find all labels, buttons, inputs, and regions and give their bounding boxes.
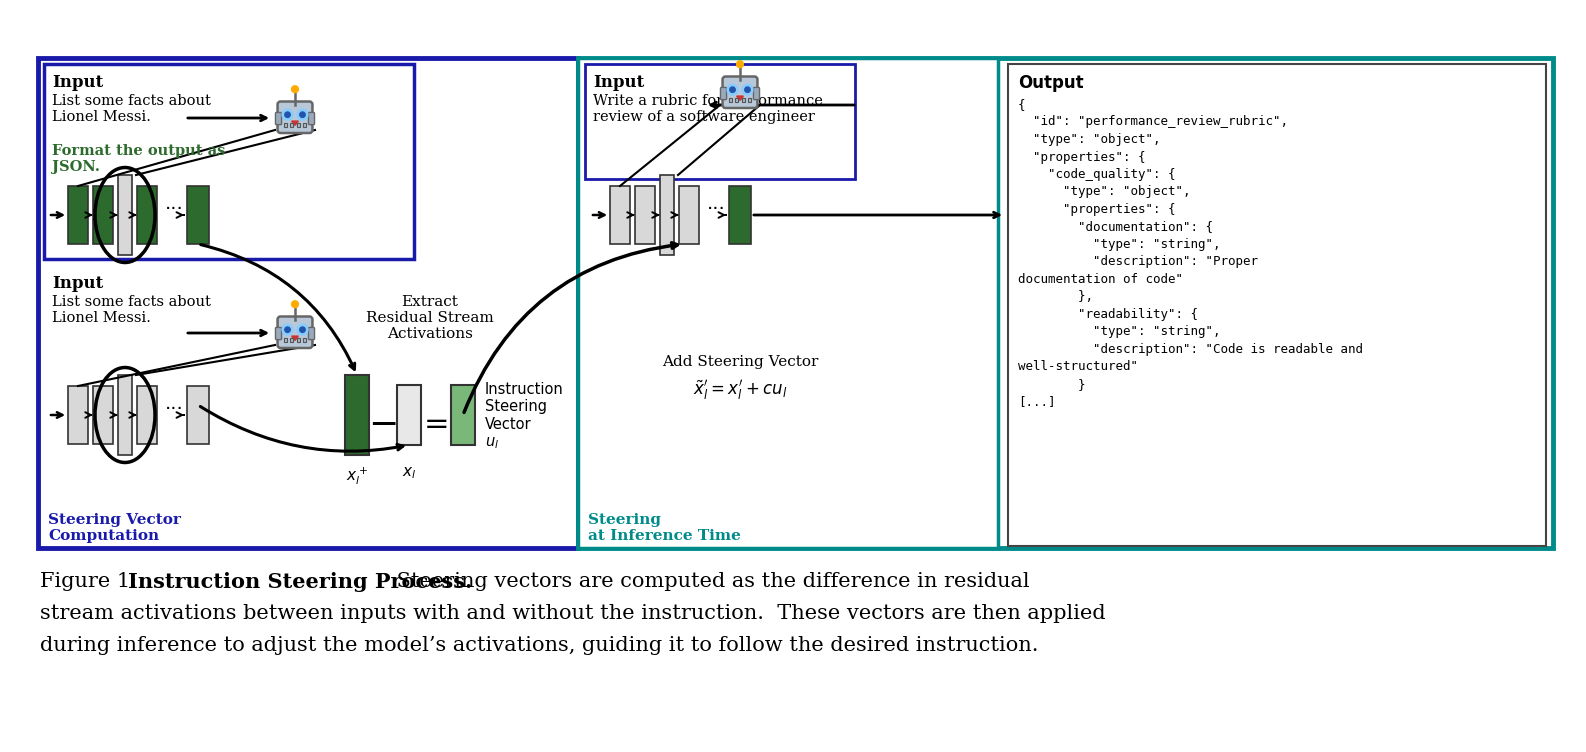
FancyBboxPatch shape <box>290 338 293 342</box>
FancyBboxPatch shape <box>450 385 474 445</box>
Circle shape <box>292 301 298 308</box>
FancyBboxPatch shape <box>730 99 731 102</box>
Text: List some facts about
Lionel Messi.: List some facts about Lionel Messi. <box>52 94 211 124</box>
Text: Figure 1:: Figure 1: <box>40 572 144 591</box>
Circle shape <box>745 87 750 92</box>
FancyBboxPatch shape <box>303 338 306 342</box>
FancyBboxPatch shape <box>297 123 300 127</box>
FancyBboxPatch shape <box>723 77 758 108</box>
FancyBboxPatch shape <box>94 186 113 244</box>
FancyBboxPatch shape <box>68 186 87 244</box>
Text: −: − <box>368 408 398 442</box>
Circle shape <box>726 84 737 96</box>
Text: Input: Input <box>52 275 103 292</box>
FancyBboxPatch shape <box>284 123 287 127</box>
FancyBboxPatch shape <box>1009 64 1546 546</box>
FancyBboxPatch shape <box>736 99 737 102</box>
Text: Steering Vector
Computation: Steering Vector Computation <box>48 513 181 543</box>
Text: =: = <box>423 411 450 439</box>
FancyBboxPatch shape <box>44 64 414 259</box>
FancyBboxPatch shape <box>753 87 760 99</box>
Text: {
  "id": "performance_review_rubric",
  "type": "object",
  "properties": {
   : { "id": "performance_review_rubric", "ty… <box>1018 98 1362 408</box>
Circle shape <box>282 324 293 335</box>
Text: Add Steering Vector: Add Steering Vector <box>661 355 818 369</box>
FancyBboxPatch shape <box>396 385 420 445</box>
Text: Input: Input <box>593 74 644 91</box>
Polygon shape <box>736 96 744 101</box>
Circle shape <box>282 109 293 120</box>
Circle shape <box>300 112 305 117</box>
FancyBboxPatch shape <box>611 186 630 244</box>
FancyBboxPatch shape <box>749 99 750 102</box>
Circle shape <box>297 109 308 120</box>
Text: ...: ... <box>165 394 184 413</box>
FancyBboxPatch shape <box>136 386 157 444</box>
Text: Steering
at Inference Time: Steering at Inference Time <box>588 513 741 543</box>
Text: Format the output as
JSON.: Format the output as JSON. <box>52 144 225 174</box>
Text: stream activations between inputs with and without the instruction.  These vecto: stream activations between inputs with a… <box>40 604 1105 623</box>
FancyBboxPatch shape <box>187 386 209 444</box>
Text: Write a rubric for performance
review of a software engineer: Write a rubric for performance review of… <box>593 94 823 124</box>
Circle shape <box>730 87 736 92</box>
Text: ...: ... <box>707 194 726 213</box>
FancyBboxPatch shape <box>94 386 113 444</box>
FancyBboxPatch shape <box>730 186 752 244</box>
Text: Extract
Residual Stream
Activations: Extract Residual Stream Activations <box>366 295 493 341</box>
FancyBboxPatch shape <box>38 58 577 548</box>
Circle shape <box>292 86 298 92</box>
Text: Instruction
Steering
Vector
$u_l$: Instruction Steering Vector $u_l$ <box>485 382 563 451</box>
Text: $\tilde{x}_l^{\prime} = x_l^{\prime} + cu_l$: $\tilde{x}_l^{\prime} = x_l^{\prime} + c… <box>693 378 787 402</box>
Circle shape <box>285 327 290 332</box>
FancyBboxPatch shape <box>720 87 726 99</box>
FancyBboxPatch shape <box>278 102 312 133</box>
FancyBboxPatch shape <box>577 58 1553 548</box>
Text: Instruction Steering Process.: Instruction Steering Process. <box>128 572 473 592</box>
FancyBboxPatch shape <box>660 175 674 255</box>
FancyBboxPatch shape <box>290 123 293 127</box>
FancyBboxPatch shape <box>297 338 300 342</box>
FancyBboxPatch shape <box>308 113 314 125</box>
Text: ...: ... <box>165 194 184 213</box>
Text: $x_l^+$: $x_l^+$ <box>346 465 368 487</box>
FancyBboxPatch shape <box>742 99 744 102</box>
FancyBboxPatch shape <box>136 186 157 244</box>
FancyBboxPatch shape <box>679 186 699 244</box>
Text: $x_l$: $x_l$ <box>401 465 416 481</box>
Text: List some facts about
Lionel Messi.: List some facts about Lionel Messi. <box>52 295 211 325</box>
FancyBboxPatch shape <box>284 338 287 342</box>
FancyBboxPatch shape <box>303 123 306 127</box>
Text: Input: Input <box>52 74 103 91</box>
Text: Output: Output <box>1018 74 1083 92</box>
FancyBboxPatch shape <box>634 186 655 244</box>
FancyBboxPatch shape <box>308 327 314 340</box>
FancyBboxPatch shape <box>187 186 209 244</box>
FancyBboxPatch shape <box>276 113 282 125</box>
Polygon shape <box>292 336 298 341</box>
FancyBboxPatch shape <box>68 386 87 444</box>
Circle shape <box>297 324 308 335</box>
FancyBboxPatch shape <box>276 327 282 340</box>
Circle shape <box>736 61 744 68</box>
Circle shape <box>300 327 305 332</box>
Circle shape <box>742 84 753 96</box>
FancyBboxPatch shape <box>278 317 312 348</box>
Polygon shape <box>292 121 298 126</box>
FancyBboxPatch shape <box>117 175 132 255</box>
FancyBboxPatch shape <box>117 375 132 455</box>
FancyBboxPatch shape <box>585 64 855 179</box>
FancyBboxPatch shape <box>346 375 370 455</box>
Text: Steering vectors are computed as the difference in residual: Steering vectors are computed as the dif… <box>390 572 1029 591</box>
Text: during inference to adjust the model’s activations, guiding it to follow the des: during inference to adjust the model’s a… <box>40 636 1039 655</box>
Circle shape <box>285 112 290 117</box>
FancyBboxPatch shape <box>577 58 998 548</box>
